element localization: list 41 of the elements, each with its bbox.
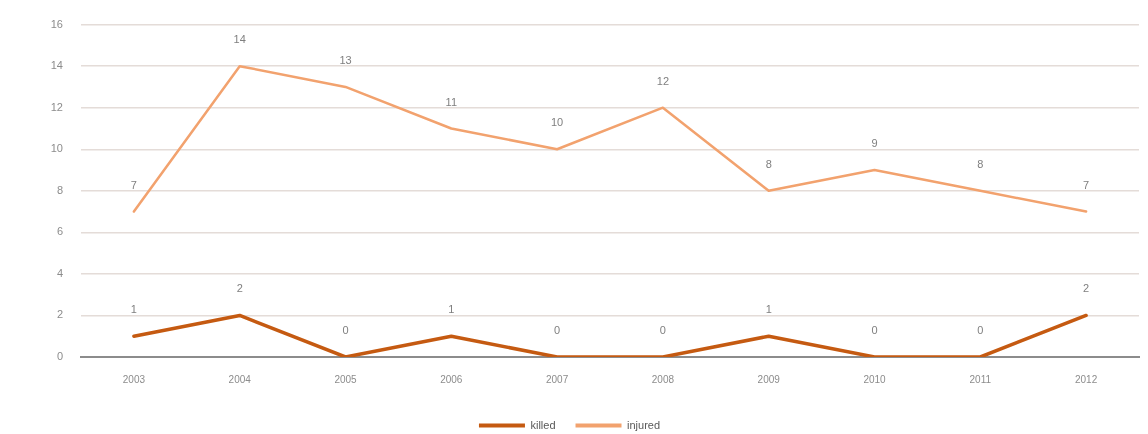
x-tick-label: 2004 bbox=[228, 373, 252, 385]
y-tick-label: 0 bbox=[56, 350, 63, 363]
data-label: 1 bbox=[448, 303, 455, 316]
data-label: 8 bbox=[765, 157, 772, 170]
data-label: 10 bbox=[550, 116, 564, 129]
data-label: 9 bbox=[871, 137, 878, 150]
y-tick-label: 2 bbox=[56, 308, 63, 321]
data-label: 1 bbox=[130, 303, 137, 316]
data-label: 8 bbox=[977, 157, 984, 170]
x-tick-label: 2010 bbox=[863, 373, 887, 385]
data-label: 7 bbox=[1083, 178, 1090, 191]
x-tick-label: 2007 bbox=[545, 373, 569, 385]
y-tick-label: 4 bbox=[56, 266, 63, 279]
legend-label: injured bbox=[627, 418, 661, 431]
y-tick-label: 12 bbox=[50, 100, 63, 113]
y-tick-label: 10 bbox=[50, 142, 63, 155]
data-label: 12 bbox=[656, 74, 670, 87]
data-label: 2 bbox=[1083, 282, 1090, 295]
data-label: 0 bbox=[659, 324, 666, 337]
y-tick-label: 16 bbox=[50, 17, 63, 30]
data-label: 0 bbox=[342, 324, 349, 337]
data-label: 0 bbox=[977, 324, 984, 337]
x-tick-label: 2009 bbox=[757, 373, 781, 385]
x-tick-label: 2005 bbox=[334, 373, 358, 385]
x-tick-label: 2012 bbox=[1074, 373, 1098, 385]
data-label: 0 bbox=[871, 324, 878, 337]
x-tick-label: 2003 bbox=[122, 373, 146, 385]
data-label: 14 bbox=[233, 33, 246, 46]
y-tick-label: 6 bbox=[56, 225, 63, 238]
legend-label: killed bbox=[530, 418, 556, 431]
x-tick-label: 2011 bbox=[969, 373, 992, 385]
x-tick-label: 2008 bbox=[651, 373, 675, 385]
data-label: 7 bbox=[130, 178, 137, 191]
y-tick-label: 14 bbox=[50, 59, 63, 72]
x-tick-label: 2006 bbox=[440, 373, 463, 385]
data-label: 13 bbox=[339, 53, 352, 66]
data-label: 2 bbox=[236, 282, 243, 295]
data-label: 1 bbox=[765, 303, 772, 316]
data-label: 0 bbox=[554, 324, 561, 337]
y-tick-label: 8 bbox=[56, 183, 63, 196]
data-label: 11 bbox=[445, 95, 458, 108]
